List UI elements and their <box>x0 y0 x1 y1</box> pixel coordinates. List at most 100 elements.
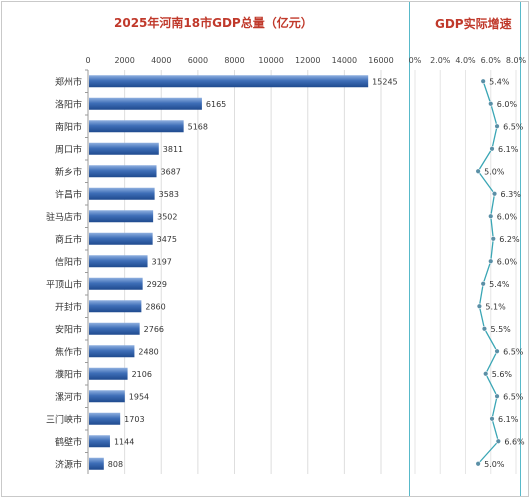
growth-point <box>481 326 488 332</box>
x-tick-label: 10000 <box>258 56 283 65</box>
growth-value-label: 5.4% <box>489 77 510 86</box>
x-tick-label: 12000 <box>295 56 320 65</box>
gdp-value-label: 3475 <box>157 235 177 244</box>
growth-point <box>476 303 483 309</box>
chart-svg: 0 2000 4000 6000 8000 10000 12000 14000 16000 0% 2… <box>46 56 527 474</box>
gdp-chart-title: 2025年河南18市GDP总量（亿元） <box>114 16 313 30</box>
growth-value-label: 5.4% <box>489 280 510 289</box>
growth-value-label: 6.3% <box>501 190 522 199</box>
growth-point <box>494 393 500 399</box>
gdp-bar <box>89 97 202 110</box>
gdp-value-label: 15245 <box>372 77 397 86</box>
gdp-bar <box>89 345 135 358</box>
growth-point <box>489 146 495 152</box>
gdp-value-label: 1703 <box>124 415 144 424</box>
left-panel-divider <box>409 2 410 496</box>
growth-point <box>490 236 496 242</box>
category-label: 商丘市 <box>55 233 82 245</box>
gdp-bar <box>89 210 154 223</box>
growth-point <box>491 191 498 197</box>
gdp-value-label: 3811 <box>163 145 183 154</box>
growth-point <box>488 101 494 107</box>
category-label: 焦作市 <box>55 346 82 358</box>
gdp-bar <box>89 367 128 380</box>
category-label: 许昌市 <box>55 188 82 200</box>
growth-value-label: 6.6% <box>504 437 525 446</box>
growth-point <box>483 371 489 377</box>
category-label: 郑州市 <box>55 76 82 88</box>
category-label: 鹤壁市 <box>55 436 82 448</box>
category-label: 信阳市 <box>55 256 82 268</box>
category-label: 济源市 <box>55 458 82 470</box>
growth-x-tick-label: 2.0% <box>430 56 451 65</box>
gdp-value-label: 2929 <box>147 280 167 289</box>
category-label: 漯河市 <box>55 391 82 403</box>
growth-value-label: 5.1% <box>485 302 506 311</box>
growth-point <box>494 348 500 354</box>
gdp-bar <box>89 435 110 448</box>
gdp-value-label: 5168 <box>188 122 208 131</box>
x-tick-label: 0 <box>85 56 90 65</box>
growth-value-label: 6.5% <box>503 122 524 131</box>
x-tick-label: 2000 <box>114 56 134 65</box>
gdp-bar <box>89 412 121 425</box>
x-tick-label: 16000 <box>368 56 393 65</box>
growth-line <box>477 81 500 465</box>
gdp-bar <box>89 142 159 155</box>
category-label: 新乡市 <box>55 166 82 178</box>
category-label: 三门峡市 <box>46 413 82 425</box>
x-tick-label: 4000 <box>151 56 171 65</box>
growth-point <box>495 438 502 444</box>
gdp-value-label: 1954 <box>129 392 149 401</box>
gdp-bar <box>89 457 104 470</box>
gdp-bar <box>89 165 157 178</box>
gdp-value-label: 2860 <box>145 302 165 311</box>
growth-x-tick-label: 0% <box>409 56 422 65</box>
growth-value-label: 6.1% <box>498 145 519 154</box>
gdp-bar <box>89 120 184 133</box>
gdp-value-label: 6165 <box>206 100 226 109</box>
growth-value-label: 5.6% <box>492 370 513 379</box>
gdp-bar <box>89 75 369 88</box>
category-label: 平顶山市 <box>46 278 82 290</box>
x-tick-label: 6000 <box>188 56 208 65</box>
gdp-bar <box>89 232 153 245</box>
gdp-value-label: 808 <box>108 460 123 469</box>
gdp-value-label: 2106 <box>132 370 152 379</box>
growth-point <box>489 416 495 422</box>
growth-value-label: 6.5% <box>503 347 524 356</box>
growth-x-tick-label: 4.0% <box>455 56 476 65</box>
gdp-bar <box>89 277 143 290</box>
growth-point <box>475 461 481 467</box>
category-label: 驻马店市 <box>46 211 82 223</box>
growth-point <box>480 78 486 84</box>
gdp-bar <box>89 300 142 313</box>
gdp-value-label: 3197 <box>152 257 172 266</box>
gdp-value-label: 3583 <box>159 190 179 199</box>
growth-value-label: 6.0% <box>497 212 518 221</box>
growth-value-label: 6.2% <box>499 235 520 244</box>
growth-value-label: 5.0% <box>484 167 505 176</box>
growth-point <box>480 281 486 287</box>
growth-chart-title: GDP实际增速 <box>435 17 512 31</box>
growth-point <box>494 123 500 129</box>
x-tick-label: 8000 <box>224 56 244 65</box>
gdp-value-label: 3687 <box>161 167 181 176</box>
growth-value-label: 5.0% <box>484 460 505 469</box>
gdp-value-label: 1144 <box>114 437 134 446</box>
growth-point <box>488 258 494 264</box>
gdp-value-label: 2480 <box>138 347 158 356</box>
x-tick-label: 14000 <box>332 56 357 65</box>
category-label: 南阳市 <box>55 121 82 133</box>
category-label: 濮阳市 <box>55 368 82 380</box>
gdp-value-label: 3502 <box>157 212 177 221</box>
growth-x-tick-label: 8.0% <box>506 56 527 65</box>
growth-value-label: 6.5% <box>503 392 524 401</box>
gdp-bar <box>89 187 155 200</box>
category-label: 洛阳市 <box>55 98 82 110</box>
growth-value-label: 6.1% <box>498 415 519 424</box>
category-label: 周口市 <box>55 143 82 155</box>
growth-value-label: 6.0% <box>497 100 518 109</box>
gdp-bar <box>89 390 125 403</box>
